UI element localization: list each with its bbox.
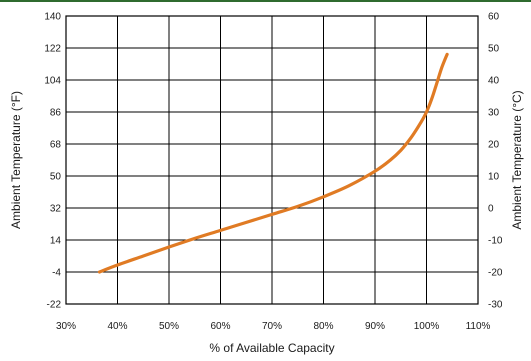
- y-left-tick-label: -4: [52, 268, 61, 279]
- y-right-axis-ticks: 60 50 40 30 20 10 0 -10 -20 -30: [488, 12, 503, 311]
- y-right-tick-label: 50: [488, 44, 500, 55]
- y-left-tick-label: 86: [50, 108, 62, 119]
- x-axis-ticks: 30% 40% 50% 60% 70% 80% 90% 100% 110%: [56, 321, 491, 332]
- y-right-tick-label: -30: [488, 300, 503, 311]
- y-right-tick-label: 60: [488, 12, 500, 23]
- y-right-tick-label: 30: [488, 108, 500, 119]
- y-left-tick-label: 14: [50, 236, 62, 247]
- y-left-tick-label: 104: [44, 76, 61, 87]
- x-tick-label: 80%: [313, 321, 333, 332]
- y-right-tick-label: 40: [488, 76, 500, 87]
- y-left-tick-label: -22: [47, 300, 62, 311]
- y-right-axis-label: Ambient Temperature (°C): [510, 90, 524, 229]
- x-tick-label: 110%: [466, 321, 491, 332]
- y-left-tick-label: 50: [50, 172, 62, 183]
- y-left-tick-label: 122: [44, 44, 61, 55]
- x-tick-label: 50%: [159, 321, 179, 332]
- x-tick-label: 70%: [262, 321, 282, 332]
- x-tick-label: 100%: [414, 321, 440, 332]
- y-right-tick-label: -20: [488, 268, 503, 279]
- x-tick-label: 30%: [56, 321, 76, 332]
- y-right-tick-label: 0: [488, 204, 494, 215]
- y-left-axis-ticks: 140 122 104 86 68 50 32 14 -4 -22: [44, 12, 61, 311]
- plot-frame: [65, 15, 479, 305]
- y-left-tick-label: 68: [50, 140, 62, 151]
- x-axis-label: % of Available Capacity: [209, 341, 334, 355]
- x-tick-label: 90%: [365, 321, 385, 332]
- y-right-tick-label: -10: [488, 236, 503, 247]
- y-left-axis-label: Ambient Temperature (°F): [9, 91, 23, 229]
- series-line: [97, 52, 449, 274]
- y-left-tick-label: 32: [50, 204, 62, 215]
- y-right-tick-label: 10: [488, 172, 500, 183]
- top-accent-bar: [0, 0, 531, 2]
- x-tick-label: 60%: [210, 321, 230, 332]
- y-left-tick-label: 140: [44, 12, 61, 23]
- x-tick-label: 40%: [107, 321, 127, 332]
- y-right-tick-label: 20: [488, 140, 500, 151]
